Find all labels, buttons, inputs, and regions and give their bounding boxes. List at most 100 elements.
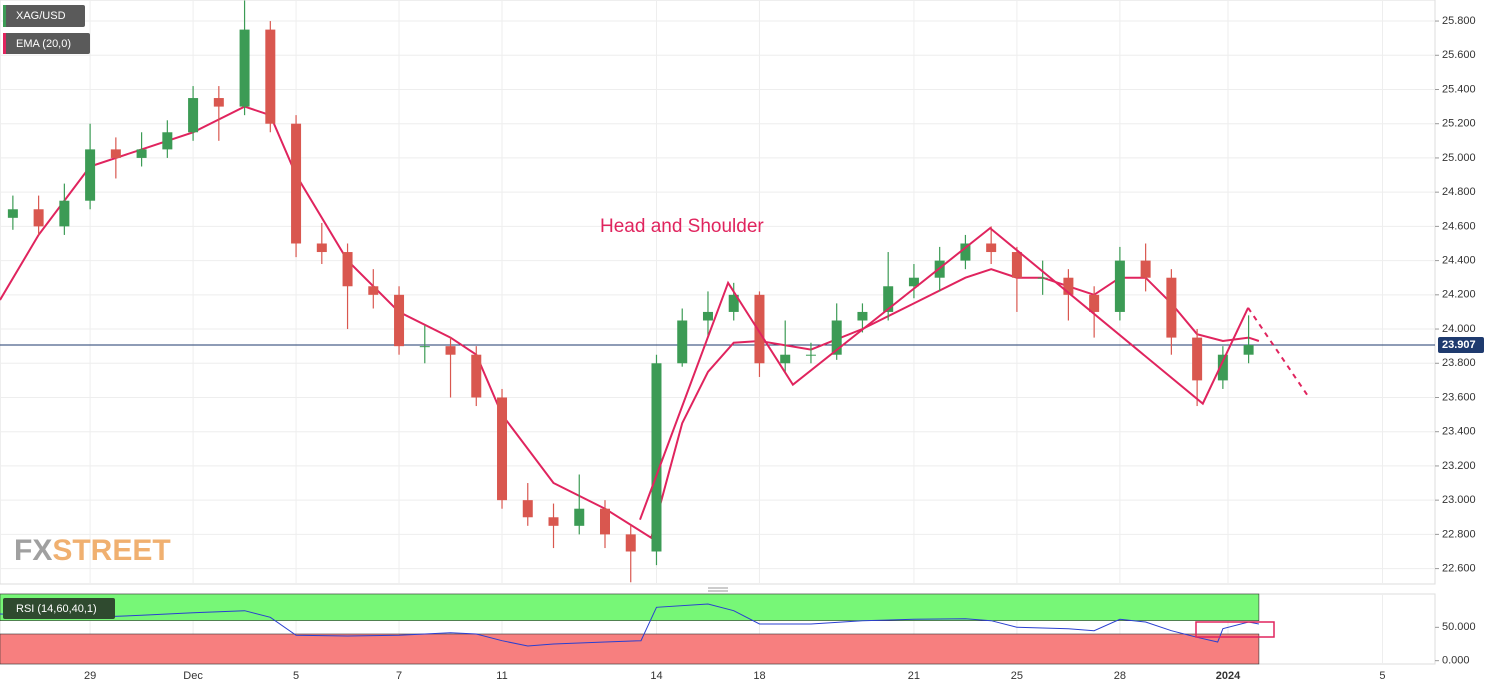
- x-tick-label: 28: [1114, 670, 1126, 682]
- y-tick-label: 22.800: [1442, 528, 1476, 540]
- candle-body: [1089, 294, 1100, 312]
- y-tick-label: 25.600: [1442, 49, 1476, 61]
- candle-body: [213, 98, 224, 107]
- x-tick-label: 18: [753, 670, 765, 682]
- y-tick-label: 24.000: [1442, 323, 1476, 335]
- x-tick-label: 2024: [1216, 670, 1241, 682]
- rsi-upper-zone: [0, 593, 1260, 621]
- y-tick-label: 0.000: [1442, 655, 1470, 667]
- candle-body: [780, 354, 791, 364]
- legend-label: XAG/USD: [16, 10, 66, 22]
- y-tick-label: 23.200: [1442, 460, 1476, 472]
- y-tick-label: 50.000: [1442, 621, 1476, 633]
- candle-body: [1063, 277, 1074, 295]
- y-tick-label: 22.600: [1442, 563, 1476, 575]
- candle-body: [1166, 277, 1177, 338]
- candle-body: [471, 354, 482, 398]
- x-tick-label: 21: [908, 670, 920, 682]
- candle-body: [1011, 252, 1022, 278]
- candle-body: [1192, 337, 1203, 381]
- candle-body: [316, 243, 327, 253]
- candle-body: [239, 29, 250, 107]
- legend-box: [3, 598, 115, 619]
- legend-label: RSI (14,60,40,1): [16, 603, 97, 615]
- candle-body: [960, 243, 971, 261]
- watermark-street: STREET: [52, 534, 170, 567]
- pattern-line: [639, 226, 1250, 521]
- y-tick-label: 25.000: [1442, 152, 1476, 164]
- candle-body: [136, 149, 147, 158]
- x-tick-label: Dec: [183, 670, 203, 682]
- rsi-lower-zone: [0, 633, 1260, 665]
- candle-body: [1243, 344, 1254, 355]
- rsi-highlight: [1195, 621, 1275, 638]
- candle-body: [908, 277, 919, 287]
- candle-body: [110, 149, 121, 158]
- candle-body: [728, 294, 739, 312]
- legend-label: EMA (20,0): [16, 38, 71, 50]
- watermark: FXSTREET: [14, 534, 171, 567]
- y-tick-label: 24.400: [1442, 255, 1476, 267]
- candle-body: [445, 346, 456, 355]
- y-tick-label: 24.800: [1442, 186, 1476, 198]
- rsi-line: [0, 603, 1259, 647]
- x-tick-label: 29: [84, 670, 96, 682]
- candle-body: [548, 517, 559, 526]
- y-tick-label: 24.600: [1442, 220, 1476, 232]
- candle-body: [342, 252, 353, 287]
- y-tick-label: 25.800: [1442, 15, 1476, 27]
- watermark-fx: FX: [14, 534, 52, 567]
- candle-body: [7, 209, 18, 218]
- legend-box: [3, 33, 90, 54]
- candle-body: [59, 200, 70, 227]
- candle-body: [831, 320, 842, 355]
- candle-body: [677, 320, 688, 364]
- candle-body: [651, 363, 662, 552]
- candle-body: [419, 346, 430, 348]
- candle-body: [497, 397, 508, 501]
- candle-body: [857, 311, 868, 321]
- y-tick-label: 23.800: [1442, 357, 1476, 369]
- candle-body: [1114, 260, 1125, 312]
- legend-swatch: [3, 5, 6, 27]
- x-tick-label: 5: [293, 670, 299, 682]
- legend-box: [3, 5, 85, 27]
- candle-body: [522, 500, 533, 518]
- candle-body: [625, 534, 636, 552]
- candle-body: [265, 29, 276, 124]
- last-price-label: 23.907: [1442, 339, 1476, 351]
- y-tick-label: 23.000: [1442, 494, 1476, 506]
- legend-swatch: [3, 33, 6, 54]
- y-tick-label: 24.200: [1442, 289, 1476, 301]
- candle-body: [883, 286, 894, 312]
- candle-body: [1037, 277, 1048, 279]
- annotation: Head and Shoulder: [600, 216, 764, 237]
- candle-body: [574, 508, 585, 526]
- x-tick-label: 7: [396, 670, 402, 682]
- y-tick-label: 25.200: [1442, 118, 1476, 130]
- candle-body: [1217, 354, 1228, 381]
- candle-body: [162, 132, 173, 150]
- candle-body: [368, 286, 379, 295]
- candle-body: [1140, 260, 1151, 278]
- y-tick-label: 23.600: [1442, 391, 1476, 403]
- y-tick-label: 25.400: [1442, 83, 1476, 95]
- price-panel: [0, 0, 1436, 585]
- candle-body: [986, 243, 997, 253]
- x-tick-label: 14: [650, 670, 662, 682]
- candle-body: [394, 294, 405, 347]
- candle-body: [702, 311, 713, 321]
- x-tick-label: 25: [1011, 670, 1023, 682]
- candle-body: [33, 209, 44, 227]
- x-tick-label: 5: [1379, 670, 1385, 682]
- last-price-tag: [1438, 336, 1484, 353]
- y-tick-label: 23.400: [1442, 426, 1476, 438]
- projection-line: [1247, 307, 1309, 397]
- candle-body: [805, 354, 816, 356]
- candle-body: [599, 508, 610, 535]
- candle-body: [188, 98, 199, 133]
- candle-body: [291, 123, 302, 244]
- candle-body: [754, 294, 765, 364]
